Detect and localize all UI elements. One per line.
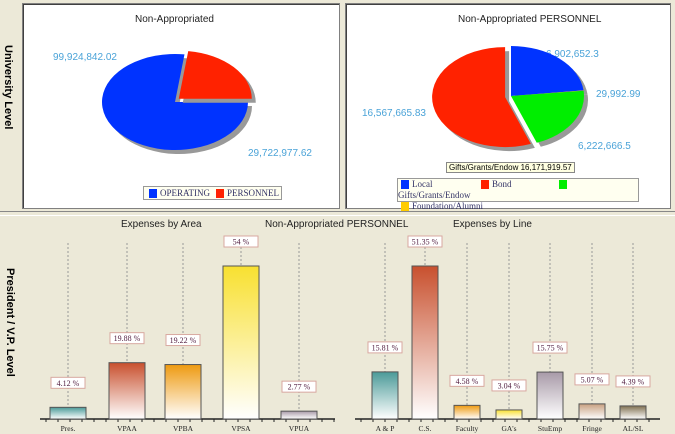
bar-fringe[interactable] xyxy=(578,403,606,420)
legend-item-gifts: Gifts/Grants/Endow xyxy=(398,179,570,200)
pie-slice-foundation-alumni[interactable] xyxy=(511,90,584,96)
bar-cs[interactable] xyxy=(411,265,439,420)
pie-label-local: 6,902,652.3 xyxy=(546,49,599,60)
bar-label-box xyxy=(281,380,317,393)
bar-faculty[interactable] xyxy=(453,404,481,420)
right-pie-legend: Local BondGifts/Grants/Endow Foundation/A… xyxy=(397,178,639,212)
bar-pres[interactable] xyxy=(49,406,87,420)
left-pie-chart xyxy=(101,51,256,155)
bar-vpsa[interactable] xyxy=(222,265,260,420)
pie-slice-operating[interactable] xyxy=(101,54,248,151)
legend-item-bond: Bond xyxy=(478,179,556,190)
right-pie-chart xyxy=(432,46,588,152)
bar-category-label: Pres. xyxy=(61,424,76,433)
pie-tooltip: Gifts/Grants/Endow 16,171,919.57 xyxy=(446,162,575,173)
pie-label-foundation: 29,992.99 xyxy=(596,89,641,100)
bar-label-box xyxy=(615,375,651,388)
bar-category-label: StuEmp xyxy=(538,424,562,433)
legend-item-operating: OPERATING xyxy=(146,188,210,199)
bar-gas[interactable] xyxy=(495,409,523,420)
legend-item-personnel: PERSONNEL xyxy=(213,188,279,199)
bar-value-label: 4.39 % xyxy=(622,377,645,386)
bar-label-box xyxy=(449,374,485,387)
bar-category-label: VPSA xyxy=(231,424,251,433)
pie-slice-personnel[interactable] xyxy=(178,51,252,99)
pie-slice-bond[interactable] xyxy=(432,47,531,148)
left-pie-title: Non-Appropriated xyxy=(135,14,214,25)
bar-label-box xyxy=(109,332,145,345)
legend-item-local: Local xyxy=(398,179,478,190)
bar-label-box xyxy=(574,373,610,386)
bar-category-label: C.S. xyxy=(419,424,432,433)
bar-chart-line-title: Expenses by Line xyxy=(453,219,532,230)
pie-slice-local[interactable] xyxy=(511,46,584,96)
bar-label-box xyxy=(223,235,259,248)
bar-label-box xyxy=(407,235,443,248)
bar-label-box xyxy=(50,376,86,389)
bar-category-label: VPAA xyxy=(117,424,137,433)
left-pie-panel: Non-Appropriated 99,924,842.02 29,722,97… xyxy=(22,3,340,209)
bar-vpaa[interactable] xyxy=(108,362,146,420)
bar-value-label: 51.35 % xyxy=(412,238,439,247)
bar-center-title: Non-Appropriated PERSONNEL xyxy=(265,219,409,230)
bar-category-label: VPUA xyxy=(289,424,310,433)
bar-stuemp[interactable] xyxy=(536,371,564,420)
bar-label-box xyxy=(367,341,403,354)
pie-label-bond: 16,567,665.83 xyxy=(362,108,426,119)
bar-vpba[interactable] xyxy=(164,364,202,420)
bar-category-label: Fringe xyxy=(582,424,602,433)
bar-value-label: 4.58 % xyxy=(456,377,479,386)
bar-value-label: 19.22 % xyxy=(170,336,197,345)
bar-category-label: Faculty xyxy=(456,424,479,433)
president-level-label: President / V.P. Level xyxy=(4,268,16,377)
pie-label-operating: 99,924,842.02 xyxy=(53,52,117,63)
bar-label-box xyxy=(165,334,201,347)
right-pie-title: Non-Appropriated PERSONNEL xyxy=(458,14,602,25)
left-pie-legend: OPERATING PERSONNEL xyxy=(143,186,283,201)
bar-ap[interactable] xyxy=(371,371,399,420)
pie-slice-gifts-grants-endow[interactable] xyxy=(511,90,584,143)
legend-item-foundation: Foundation/Alumni xyxy=(398,201,483,212)
bar-label-box xyxy=(532,341,568,354)
bar-vpua[interactable] xyxy=(280,410,318,420)
bar-label-box xyxy=(491,379,527,392)
bar-alsl[interactable] xyxy=(619,405,647,420)
pie-label-gifts: 6,222,666.5 xyxy=(578,141,631,152)
bar-value-label: 4.12 % xyxy=(57,379,80,388)
right-pie-panel: Non-Appropriated PERSONNEL 6,902,652.3 2… xyxy=(345,3,671,212)
bar-category-label: A & P xyxy=(376,424,395,433)
bar-value-label: 15.75 % xyxy=(537,344,564,353)
bar-value-label: 3.04 % xyxy=(498,381,521,390)
bar-value-label: 19.88 % xyxy=(114,334,141,343)
divider xyxy=(0,211,675,216)
bar-value-label: 5.07 % xyxy=(581,375,604,384)
bar-category-label: VPBA xyxy=(173,424,194,433)
bar-value-label: 15.81 % xyxy=(372,343,399,352)
bar-value-label: 54 % xyxy=(233,238,250,247)
bar-category-label: AL/SL xyxy=(623,424,644,433)
university-level-label: University Level xyxy=(2,45,14,130)
bar-chart-area-title: Expenses by Area xyxy=(121,219,202,230)
pie-label-personnel: 29,722,977.62 xyxy=(248,148,312,159)
bar-value-label: 2.77 % xyxy=(288,383,311,392)
bar-category-label: GA's xyxy=(501,424,516,433)
